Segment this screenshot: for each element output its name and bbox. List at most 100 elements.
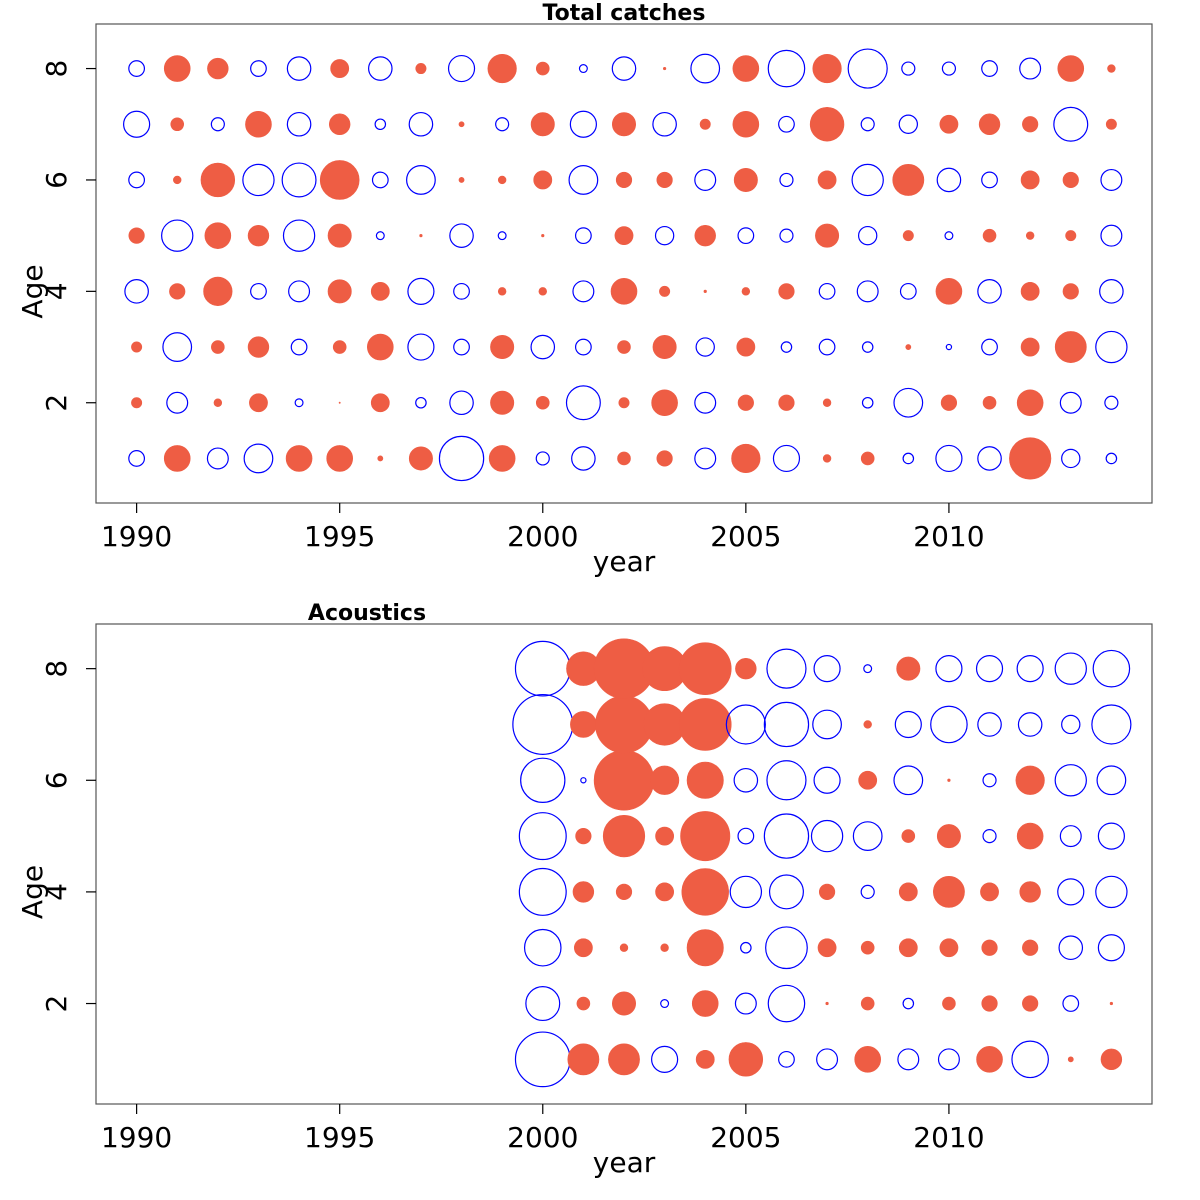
bubble-positive (860, 996, 875, 1011)
bubble-negative (779, 228, 794, 243)
y-tick-label: 2 (40, 995, 73, 1013)
bubble-positive (817, 170, 837, 190)
bubble-negative (495, 117, 510, 132)
bubble-positive (611, 991, 636, 1016)
bubble-negative (286, 56, 312, 81)
bubble-negative (982, 773, 997, 788)
bubble-positive (681, 868, 729, 916)
bubble-negative (368, 56, 393, 81)
bubble-positive (1009, 437, 1052, 480)
bubble-negative (572, 280, 595, 303)
bubble-positive (573, 938, 593, 958)
bubble-negative (733, 767, 759, 793)
bubble-negative (734, 992, 757, 1015)
y-tick-label: 2 (40, 394, 73, 412)
bubble-negative (290, 338, 308, 356)
bubble-negative (813, 655, 841, 683)
bubble-positive (650, 765, 680, 795)
bubble-positive (936, 824, 961, 849)
bubble-positive (1057, 55, 1085, 82)
bubble-negative (945, 343, 953, 351)
bubble-positive (163, 55, 191, 82)
bubble-negative (772, 444, 801, 473)
bubble-negative (250, 60, 267, 77)
bubble-positive (575, 827, 592, 845)
bubble-positive (602, 814, 646, 858)
bubble-negative (1016, 655, 1044, 683)
bubble-positive (651, 389, 678, 417)
bubble-positive (947, 778, 951, 782)
bubble-positive (617, 451, 631, 466)
bubble-negative (568, 165, 599, 195)
panel-total-catches: Total catches 1990 1995 2000 2005 2010 2 4 6 8 yea… (16, 1, 1153, 578)
bubble-positive (898, 938, 918, 958)
bubble-positive (497, 175, 507, 185)
bubble-positive (728, 1042, 764, 1077)
bubble-positive (1019, 881, 1041, 903)
bubble-positive (1022, 116, 1039, 133)
bubble-positive (1105, 118, 1117, 130)
bubble-positive (699, 118, 711, 130)
bubble-negative (780, 341, 793, 353)
y-tick-label: 6 (40, 171, 73, 189)
bubble-negative (1105, 452, 1118, 465)
bubble-negative (1057, 878, 1085, 906)
bubble-negative (128, 450, 146, 467)
bubble-negative (1062, 995, 1080, 1012)
bubble-positive (593, 750, 655, 811)
bubble-negative (580, 777, 587, 784)
bubble-negative (766, 760, 807, 801)
bubble-negative (944, 231, 954, 241)
bubble-positive (1062, 171, 1079, 189)
plot-frame (95, 623, 1153, 1105)
bubble-negative (1061, 714, 1081, 735)
bubble-negative (1058, 935, 1084, 961)
bubble-positive (656, 450, 673, 467)
bubble-negative (767, 984, 806, 1023)
bubble-positive (659, 285, 671, 297)
bubble-negative (408, 111, 434, 137)
bubble-negative (210, 117, 225, 132)
bubble-negative (1059, 825, 1082, 848)
bubble-negative (977, 446, 1002, 471)
bubble-negative (856, 280, 879, 303)
bubble-positive (131, 341, 143, 353)
bubble-negative (1061, 448, 1081, 469)
x-axis-label: year (593, 545, 656, 578)
x-tick-label: 2000 (507, 520, 578, 553)
bubble-positive (982, 395, 997, 410)
bubble-negative (535, 451, 550, 466)
bubble-negative (518, 867, 567, 916)
bubble-negative (861, 396, 874, 409)
bubble-positive (935, 278, 963, 305)
bubble-positive (1022, 995, 1039, 1012)
bubble-negative (941, 61, 957, 76)
bubble-positive (695, 1049, 715, 1069)
bubble-positive (778, 283, 795, 300)
bubble-negative (438, 435, 485, 482)
bubble-positive (1022, 939, 1039, 956)
bubble-negative (694, 447, 717, 470)
bubble-negative (242, 163, 275, 197)
bubble-positive (170, 117, 185, 132)
bubble-positive (976, 1046, 1003, 1073)
bubble-positive (939, 114, 959, 134)
bubble-negative (206, 447, 229, 470)
bubble-positive (169, 283, 186, 300)
bubble-negative (512, 693, 574, 755)
bubble-positive (778, 394, 795, 411)
bubble-negative (981, 60, 998, 77)
bubble-positive (538, 287, 547, 296)
bubble-negative (778, 115, 795, 133)
bubble-negative (449, 223, 474, 248)
bubble-negative (936, 167, 962, 193)
bubble-positive (497, 287, 507, 296)
bubble-negative (935, 655, 963, 683)
bubble-negative (124, 279, 149, 304)
bubble-positive (818, 883, 836, 901)
bubble-negative (1097, 822, 1125, 850)
bubble-positive (415, 63, 427, 75)
bubble-negative (740, 941, 752, 954)
bubble-negative (406, 165, 436, 195)
bubble-positive (370, 281, 390, 301)
